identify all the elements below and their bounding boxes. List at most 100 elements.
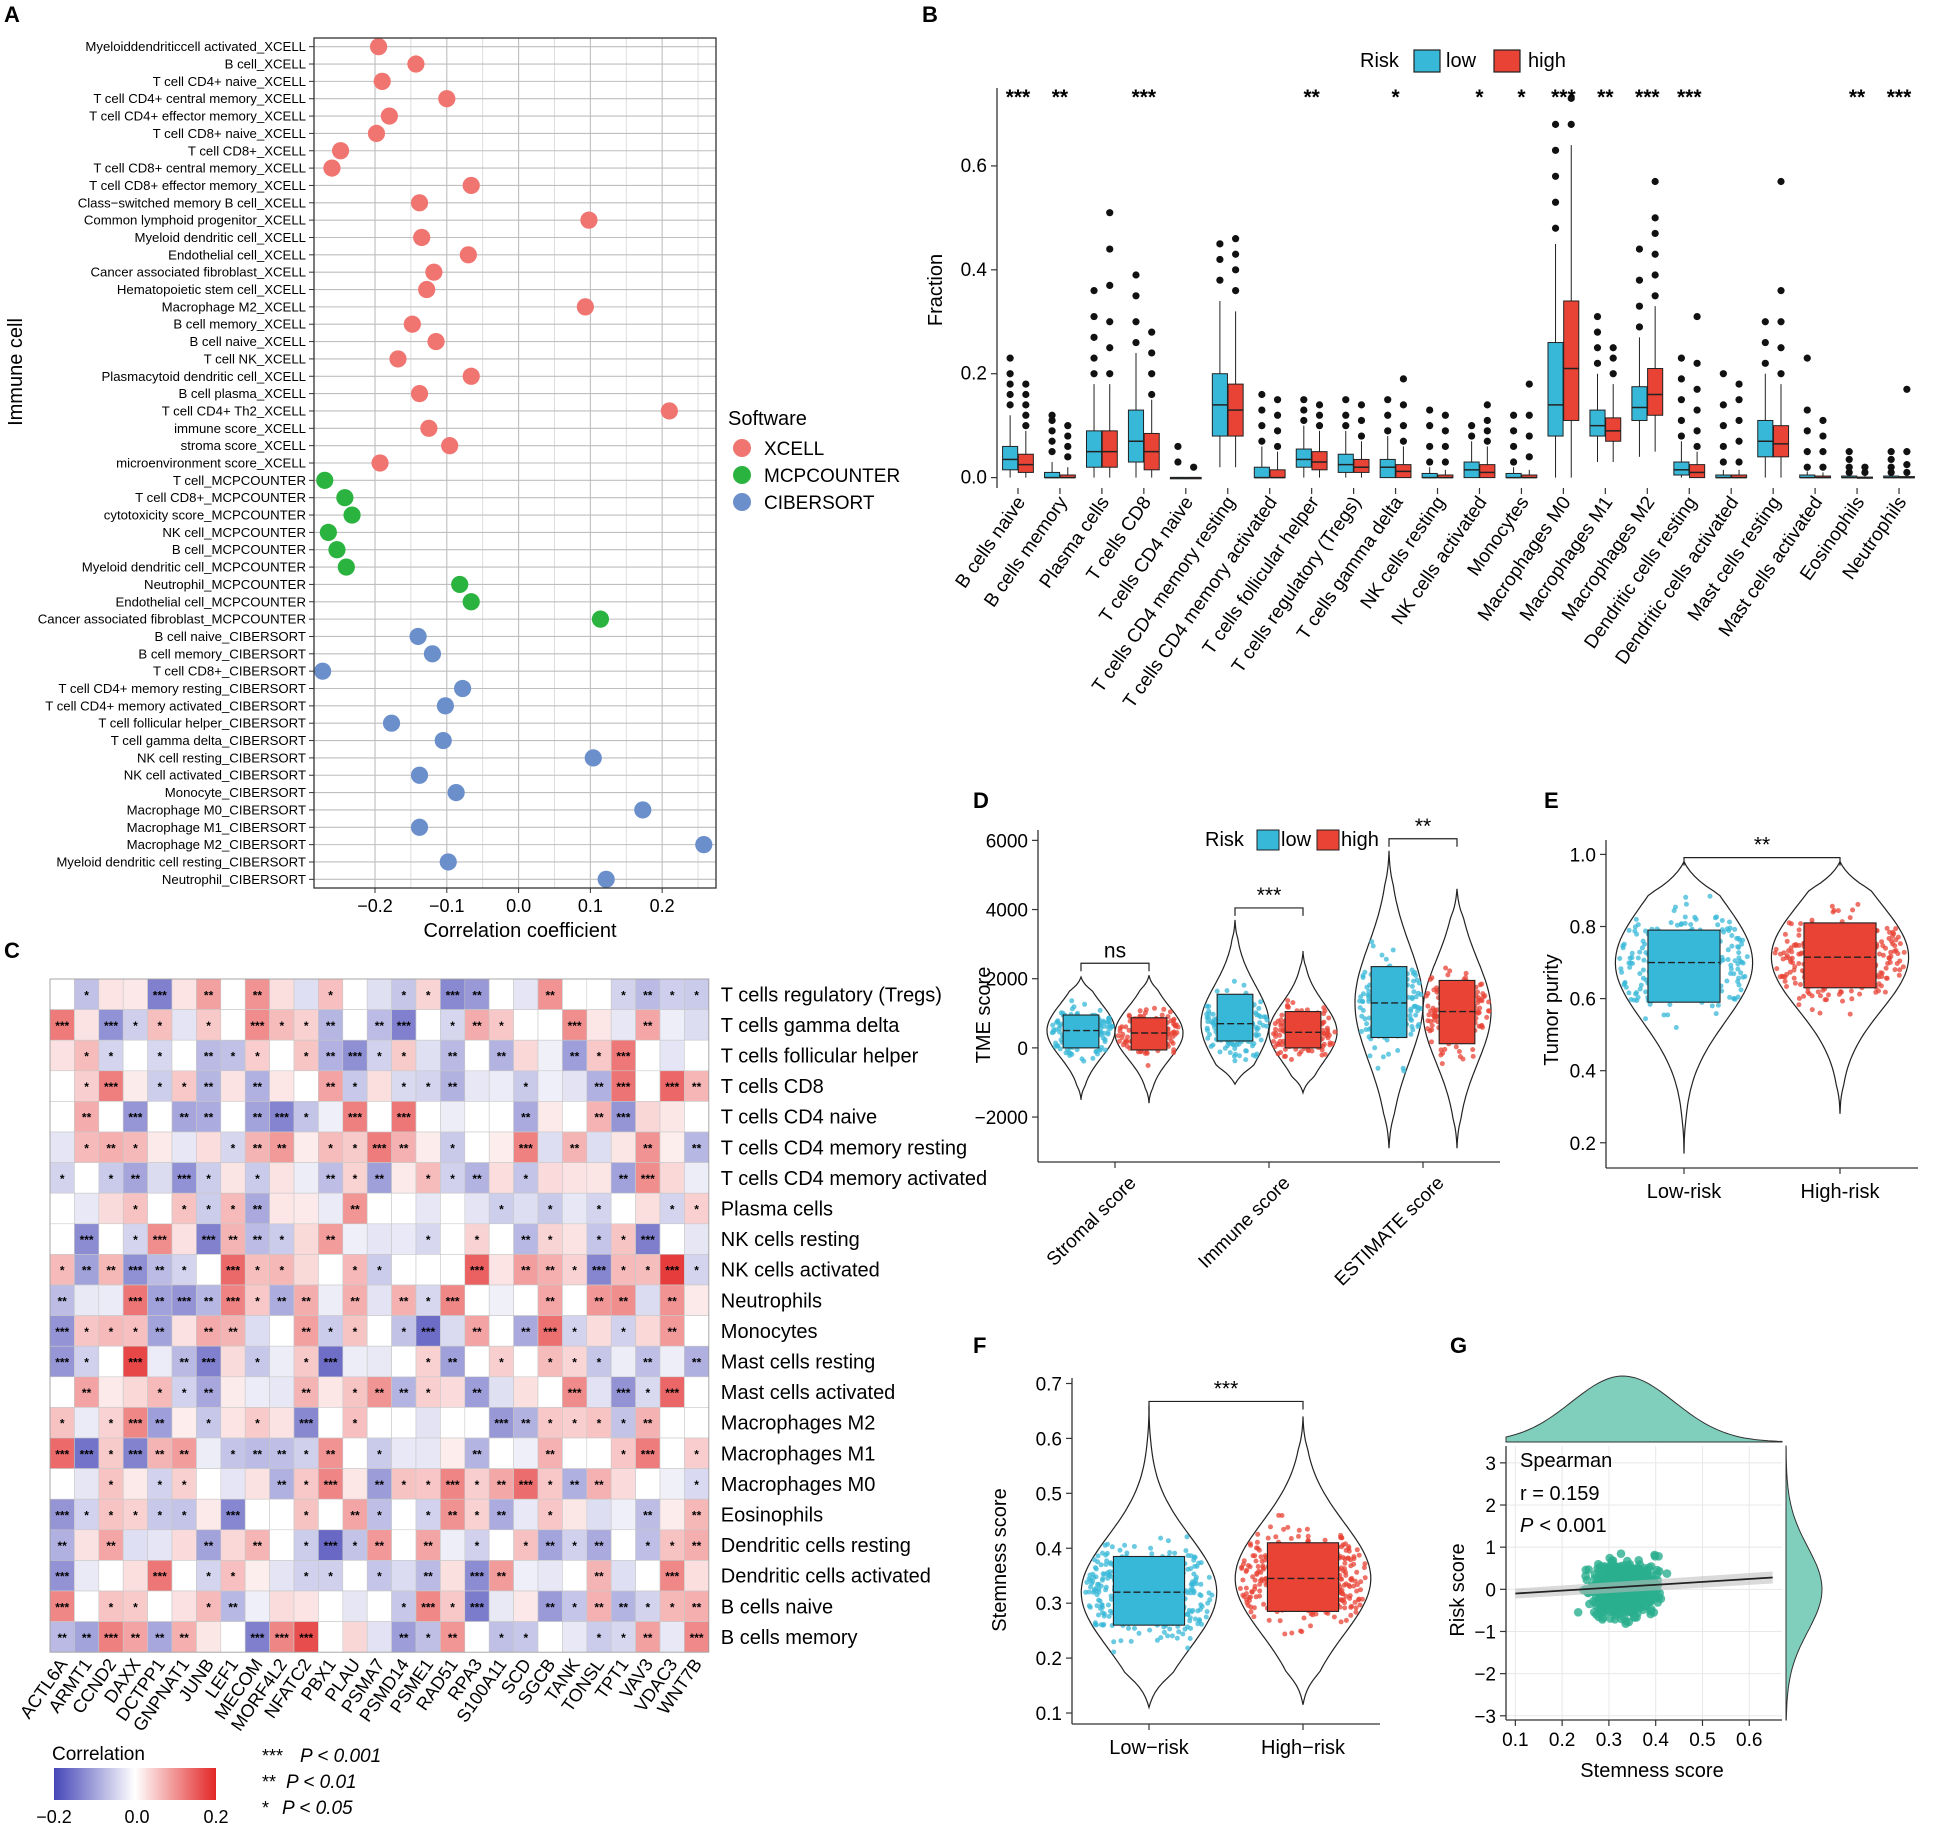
panel-c-heat-cell: [586, 1131, 612, 1163]
panel-c-heat-cell: [74, 1070, 100, 1102]
panel-f-point: [1276, 1512, 1282, 1518]
panel-c-heat-cell: [562, 1468, 588, 1500]
panel-c-heat-cell: [659, 1560, 685, 1592]
panel-b-outlier: [1090, 286, 1098, 295]
panel-c-heat-cell: [122, 1529, 148, 1561]
panel-d-high-point: [1445, 972, 1451, 978]
panel-b-outlier: [1048, 437, 1056, 445]
panel-c-cell-stars: *: [694, 1447, 699, 1461]
panel-d-low-point: [1241, 982, 1247, 988]
panel-b-outlier: [1803, 448, 1811, 456]
panel-e-point: [1682, 914, 1688, 920]
panel-d-low-point: [1069, 998, 1075, 1004]
panel-b-outlier: [1819, 432, 1827, 440]
panel-c-heat-cell: [537, 1009, 563, 1041]
panel-g-point: [1662, 1569, 1672, 1578]
panel-c-cell-stars: **: [204, 1539, 214, 1553]
panel-d-high-point: [1428, 1018, 1434, 1024]
panel-e-point: [1883, 945, 1888, 951]
panel-e-point: [1740, 974, 1746, 980]
panel-f-point: [1308, 1623, 1313, 1629]
panel-c-cell-stars: **: [277, 1141, 287, 1155]
panel-c-heat-cell: [49, 978, 75, 1010]
panel-c-heat-cell: [488, 1621, 514, 1653]
panel-d-low-point: [1256, 1005, 1262, 1011]
panel-c-heat-cell: [488, 1192, 514, 1225]
panel-c-heat-cell: [366, 1468, 392, 1500]
panel-e-point: [1719, 927, 1725, 933]
panel-c-heat-cell: [537, 1131, 563, 1163]
panel-c-cell-stars: ***: [128, 1294, 142, 1308]
panel-d-high-point: [1453, 1044, 1459, 1050]
panel-c-heat-cell: [74, 1192, 100, 1225]
panel-a-row-label: NK cell activated_CIBERSORT: [124, 768, 306, 783]
panel-f-point: [1185, 1645, 1191, 1651]
panel-c-cell-stars: **: [302, 1294, 312, 1308]
panel-c-heat-cell: [342, 1560, 368, 1592]
panel-a-dot: [462, 593, 480, 611]
panel-c-heat-cell: [391, 1223, 417, 1255]
panel-a-row-label: Hematopoietic stem cell_XCELL: [117, 282, 306, 297]
panel-d-high-point: [1271, 1039, 1276, 1044]
panel-c-heat-cell: [196, 1192, 222, 1225]
panel-e-point: [1724, 978, 1730, 984]
panel-c-heat-cell: [513, 1590, 539, 1622]
panel-d-low-point: [1413, 1012, 1419, 1018]
panel-c-heat-cell: [171, 1131, 197, 1163]
panel-c-heat-cell: [586, 1437, 612, 1469]
panel-f-point: [1180, 1631, 1186, 1637]
panel-f-point: [1189, 1579, 1195, 1585]
panel-b-outlier: [1845, 448, 1853, 456]
panel-c-heat-cell: [537, 1192, 563, 1225]
panel-d-high-point: [1283, 1053, 1288, 1059]
panel-f-point: [1100, 1622, 1106, 1628]
panel-c-heat-cell: [586, 1345, 612, 1378]
panel-c-heat-cell: [415, 1437, 441, 1469]
panel-g-point: [1617, 1596, 1627, 1605]
panel-c-cell-stars: ***: [641, 1447, 655, 1461]
panel-c-cell-stars: *: [450, 1019, 455, 1033]
panel-b-outlier: [1819, 463, 1827, 471]
panel-c-heat-cell: [171, 1621, 197, 1653]
panel-c-heat-cell: [464, 1192, 490, 1225]
panel-b-outlier: [1258, 390, 1266, 399]
panel-d-low-point: [1210, 1011, 1216, 1017]
panel-f-point: [1356, 1596, 1362, 1602]
panel-c-heat-cell: [635, 1590, 661, 1622]
panel-c-sig-legend-p-3: P < 0.05: [282, 1798, 353, 1819]
panel-d-low-box: [1370, 966, 1408, 1039]
panel-c-heat-cell: [74, 1009, 100, 1041]
panel-a-xtick-label: −0.1: [429, 896, 465, 916]
panel-a-row-label: T cell CD8+ central memory_XCELL: [93, 161, 306, 176]
panel-c-heat-cell: [415, 1498, 441, 1531]
panel-c-cell-stars: ***: [470, 1570, 484, 1584]
panel-c-heat-cell: [586, 1498, 612, 1531]
panel-d-low-point: [1258, 999, 1264, 1005]
panel-b-outlier: [1677, 396, 1685, 404]
panel-g-p-value: P < 0.001: [1520, 1515, 1607, 1537]
panel-c-heat-cell: [196, 1101, 222, 1133]
panel-c-cell-stars: **: [155, 1325, 165, 1339]
panel-c-heat-cell: [220, 1284, 246, 1316]
panel-c-cell-stars: *: [133, 1600, 138, 1614]
panel-c-heat-cell: [342, 1407, 368, 1439]
panel-d-high-point: [1321, 1019, 1327, 1025]
panel-g-xtick-label: 0.5: [1689, 1730, 1715, 1751]
panel-b-outlier: [1635, 245, 1644, 253]
panel-b-outlier: [1803, 463, 1811, 471]
panel-d-low-point: [1054, 1019, 1060, 1025]
panel-c-cell-stars: **: [326, 1080, 336, 1094]
panel-a-dot: [389, 350, 407, 368]
panel-c-cell-stars: *: [450, 1141, 455, 1155]
panel-c-cell-stars: *: [133, 1019, 138, 1033]
panel-c-cell-stars: **: [448, 1631, 458, 1645]
panel-c-heat-cell: [366, 1284, 392, 1316]
panel-d-low-point: [1106, 1015, 1112, 1021]
panel-b-outlier: [1300, 406, 1308, 414]
panel-c-cell-stars: *: [621, 1264, 626, 1278]
panel-c-cell-stars: ***: [616, 1111, 630, 1125]
panel-d-high-point: [1305, 1047, 1311, 1053]
panel-c-heat-cell: [122, 1376, 148, 1408]
panel-b-box: [1311, 451, 1328, 471]
panel-d-high-point: [1171, 1050, 1177, 1056]
